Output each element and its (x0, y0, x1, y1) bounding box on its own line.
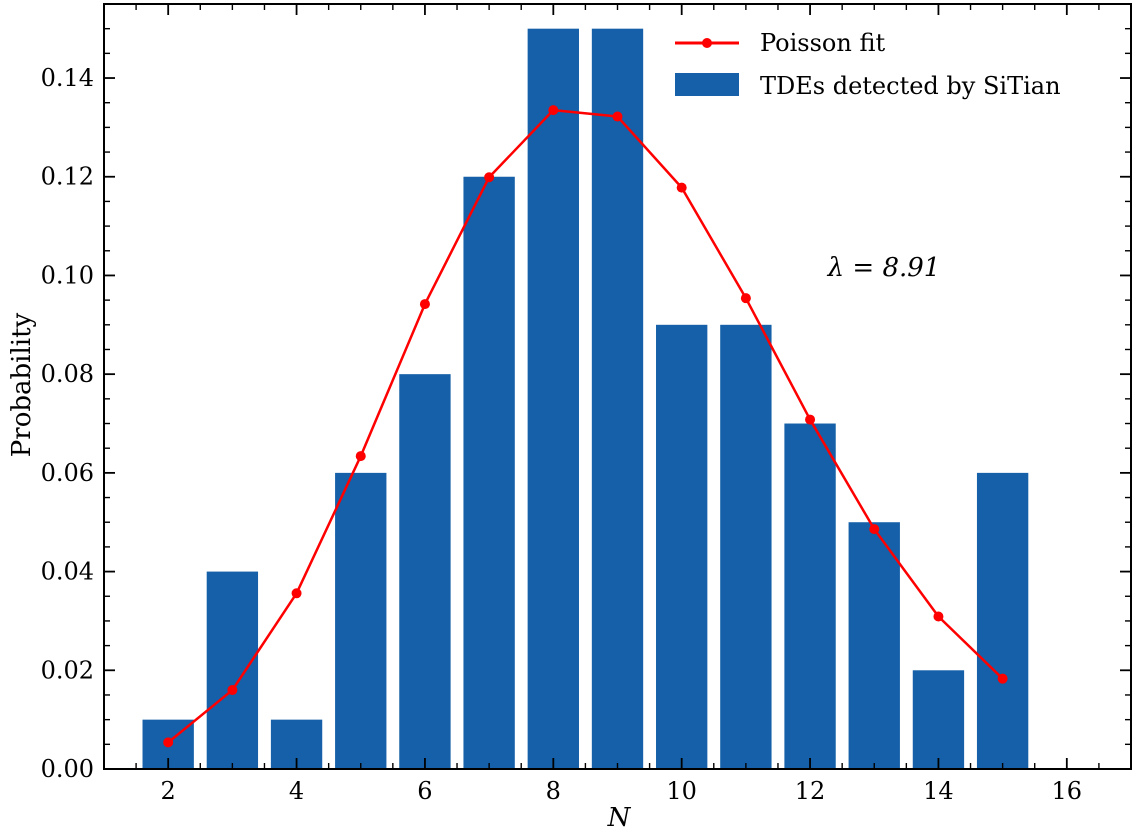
tick-labels: 2 4 6 8 10 12 14 16 0.00 0.02 0.04 0.06 0.08 0.10 0.12… (41, 64, 1083, 805)
bar-series (142, 28, 1029, 769)
bar-n-10 (656, 324, 708, 769)
x-tick-label: 2 (161, 777, 176, 805)
poisson-point-n-9 (612, 111, 623, 122)
axis-ticks (104, 4, 1131, 770)
poisson-point-n-8 (548, 105, 559, 116)
x-tick-label: 16 (1052, 777, 1083, 805)
bar-n-5 (335, 472, 387, 769)
poisson-point-n-6 (419, 299, 430, 310)
poisson-point-n-14 (933, 611, 944, 622)
y-tick-label: 0.08 (41, 360, 94, 388)
poisson-point-n-7 (484, 172, 495, 183)
bar-n-7 (463, 176, 515, 769)
y-tick-label: 0.00 (41, 755, 94, 783)
legend-marker-swatch (702, 38, 712, 48)
legend-label-tdes: TDEs detected by SiTian (760, 72, 1061, 100)
bar-n-6 (399, 374, 451, 769)
y-tick-label: 0.12 (41, 163, 94, 191)
y-axis-title: Probability (7, 312, 37, 457)
poisson-point-n-5 (355, 451, 366, 462)
poisson-point-n-3 (227, 685, 238, 696)
lambda-annotation: λ = 8.91 (827, 253, 941, 283)
poisson-point-n-12 (805, 414, 816, 425)
bar-n-13 (848, 522, 900, 769)
y-tick-label: 0.06 (41, 459, 94, 487)
y-tick-label: 0.04 (41, 558, 94, 586)
poisson-point-n-13 (869, 524, 880, 535)
x-tick-label: 14 (923, 777, 954, 805)
legend-label-poisson-fit: Poisson fit (760, 29, 885, 57)
poisson-fit-series (163, 105, 1008, 748)
poisson-point-n-11 (740, 293, 751, 304)
bar-n-14 (912, 670, 965, 769)
legend: Poisson fit TDEs detected by SiTian (675, 29, 1061, 100)
poisson-point-n-15 (997, 673, 1008, 684)
bar-n-15 (976, 472, 1029, 769)
poisson-point-n-2 (163, 737, 174, 748)
x-tick-label: 4 (289, 777, 304, 805)
y-tick-label: 0.14 (41, 64, 94, 92)
legend-bar-swatch (675, 73, 739, 96)
bar-n-8 (527, 28, 579, 769)
bar-n-3 (206, 571, 259, 769)
bar-n-9 (591, 28, 644, 769)
x-tick-label: 10 (666, 777, 697, 805)
x-axis-title: N (607, 803, 632, 833)
y-tick-label: 0.02 (41, 656, 94, 684)
poisson-point-n-4 (291, 588, 302, 599)
poisson-fit-line (167, 108, 1004, 744)
poisson-point-n-10 (676, 182, 687, 193)
bar-n-12 (784, 423, 836, 769)
x-tick-label: 6 (417, 777, 432, 805)
x-tick-label: 12 (795, 777, 826, 805)
x-tick-label: 8 (546, 777, 561, 805)
y-tick-label: 0.10 (41, 261, 94, 289)
bar-n-11 (720, 324, 772, 769)
